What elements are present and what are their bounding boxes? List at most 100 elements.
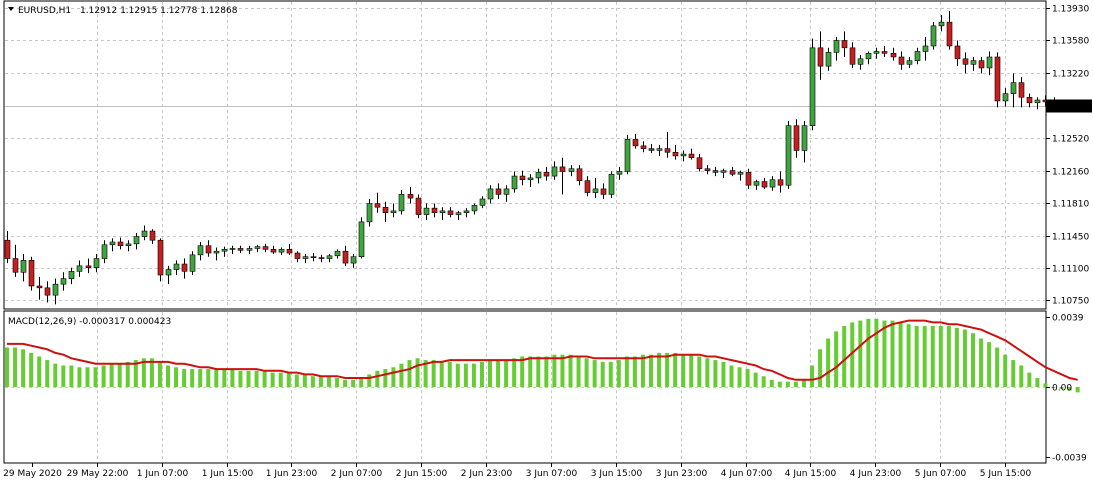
candle-body-bull — [825, 52, 832, 67]
candle-body-bear — [946, 21, 953, 47]
time-tick-label: 5 Jun 07:00 — [915, 469, 967, 479]
macd-histogram-bar — [810, 365, 814, 387]
macd-histogram-bar — [818, 349, 823, 387]
candle-body-bear — [374, 203, 381, 208]
candle-body-bear — [584, 180, 591, 193]
candle-body-bear — [342, 250, 349, 264]
candle-body-bear — [978, 60, 985, 69]
macd-histogram-bar — [343, 379, 348, 387]
time-tick-label: 29 May 2020 — [3, 469, 62, 479]
candle-body-bear — [28, 260, 35, 287]
candle-body-bull — [873, 51, 880, 54]
candle-body-bear — [318, 257, 325, 259]
macd-histogram-bar — [238, 370, 243, 387]
macd-histogram-bar — [166, 365, 170, 387]
macd-histogram-bar — [447, 361, 452, 387]
macd-histogram-bar — [745, 369, 750, 387]
candle-body-bull — [479, 198, 486, 206]
candle-body-bear — [962, 58, 969, 65]
time-axis[interactable]: 29 May 2020 29 May 22:00 1 Jun 07:00 1 Jun … — [3, 463, 1031, 479]
macd-histogram-bar — [1011, 360, 1016, 387]
candle-body-bull — [1010, 82, 1017, 94]
candle-body-bull — [720, 170, 727, 173]
macd-histogram-bar — [1067, 387, 1072, 391]
price-tick-label: 1.13930 — [1052, 5, 1089, 15]
candle-body-bull — [938, 21, 945, 27]
macd-histogram-bar — [246, 370, 251, 387]
candle-body-bull — [76, 265, 83, 272]
ohlc-readout: 1.12912 1.12915 1.12778 1.12868 — [80, 6, 238, 16]
price-tick-label: 1.13220 — [1052, 70, 1089, 80]
macd-histogram-bar — [117, 363, 122, 387]
symbol-menu-triangle-icon[interactable] — [8, 7, 14, 11]
candle-body-bull — [229, 248, 236, 250]
macd-histogram-bar — [351, 379, 356, 387]
candle-body-bull — [439, 210, 446, 214]
macd-histogram-bar — [713, 360, 718, 387]
macd-histogram-bar — [439, 361, 444, 387]
macd-histogram-bar — [21, 349, 26, 387]
candle-body-bear — [994, 56, 1001, 102]
macd-histogram-bar — [946, 325, 951, 387]
candle-body-bull — [656, 148, 663, 151]
candle-body-bull — [189, 254, 196, 272]
macd-histogram-bar — [1075, 387, 1080, 393]
macd-histogram-bar — [914, 325, 919, 387]
candle-body-bull — [914, 51, 921, 61]
candle-body-bull — [753, 181, 760, 186]
macd-histogram-bar — [479, 361, 484, 387]
candle-body-bull — [680, 153, 687, 157]
time-tick-label: 3 Jun 15:00 — [591, 469, 643, 479]
macd-histogram-bar — [101, 365, 106, 387]
macd-histogram-bar — [496, 360, 501, 387]
candle-body-bear — [85, 265, 92, 268]
time-tick-label: 4 Jun 23:00 — [850, 469, 902, 479]
macd-histogram-bar — [906, 324, 911, 387]
macd-histogram-bar — [1051, 387, 1056, 388]
candle-body-bull — [213, 250, 220, 254]
candle-body-bull — [68, 271, 75, 279]
macd-histogram-bar — [801, 379, 806, 387]
candle-body-bull — [254, 246, 261, 249]
macd-histogram-bar — [705, 358, 710, 387]
candle-body-bull — [197, 245, 204, 256]
candle-body-bull — [785, 125, 792, 186]
candle-body-bear — [447, 210, 454, 215]
time-tick-label: 1 Jun 23:00 — [266, 469, 318, 479]
macd-histogram-bar — [632, 356, 637, 387]
price-tick-label: 1.12520 — [1052, 135, 1089, 145]
macd-histogram-bar — [536, 356, 541, 387]
candle-body-bull — [857, 58, 864, 65]
candle-body-bull — [487, 188, 494, 200]
candle-body-bear — [761, 181, 768, 188]
candle-body-bear — [576, 168, 583, 181]
candle-body-bull — [568, 168, 575, 172]
macd-histogram-bar — [600, 361, 605, 387]
macd-histogram-bar — [528, 356, 533, 387]
macd-histogram-bar — [995, 347, 1000, 387]
current-price-label: 1.12868 — [1050, 103, 1087, 113]
candle-body-bear — [890, 53, 897, 58]
macd-histogram-bar — [640, 354, 645, 387]
time-tick-label: 1 Jun 07:00 — [137, 469, 189, 479]
candle-body-bull — [302, 256, 309, 259]
macd-histogram-bar — [262, 370, 267, 387]
macd-histogram-bar — [61, 365, 66, 387]
price-axis[interactable]: 1.13930 1.13580 1.13220 1.12520 1.12160 1.118… — [1046, 5, 1089, 307]
candle-body-bull — [278, 249, 285, 253]
macd-histogram-bar — [13, 347, 18, 387]
price-tick-label: 1.11450 — [1052, 233, 1089, 243]
candle-body-bear — [704, 168, 711, 171]
candle-body-bear — [559, 166, 566, 172]
candle-body-bear — [286, 249, 293, 254]
macd-histogram-bar — [77, 367, 82, 387]
candle-body-bull — [1034, 99, 1041, 104]
macd-label: MACD(12,26,9) -0.000317 0.000423 — [8, 317, 171, 327]
macd-histogram-bar — [1059, 387, 1064, 389]
current-price-tag-bg — [1046, 99, 1092, 113]
macd-histogram-bar — [302, 374, 307, 387]
macd-histogram-bar — [1043, 383, 1048, 387]
symbol-label: EURUSD,H1 — [18, 6, 71, 16]
candle-body-bear — [181, 263, 188, 272]
candle-body-bull — [906, 60, 913, 65]
